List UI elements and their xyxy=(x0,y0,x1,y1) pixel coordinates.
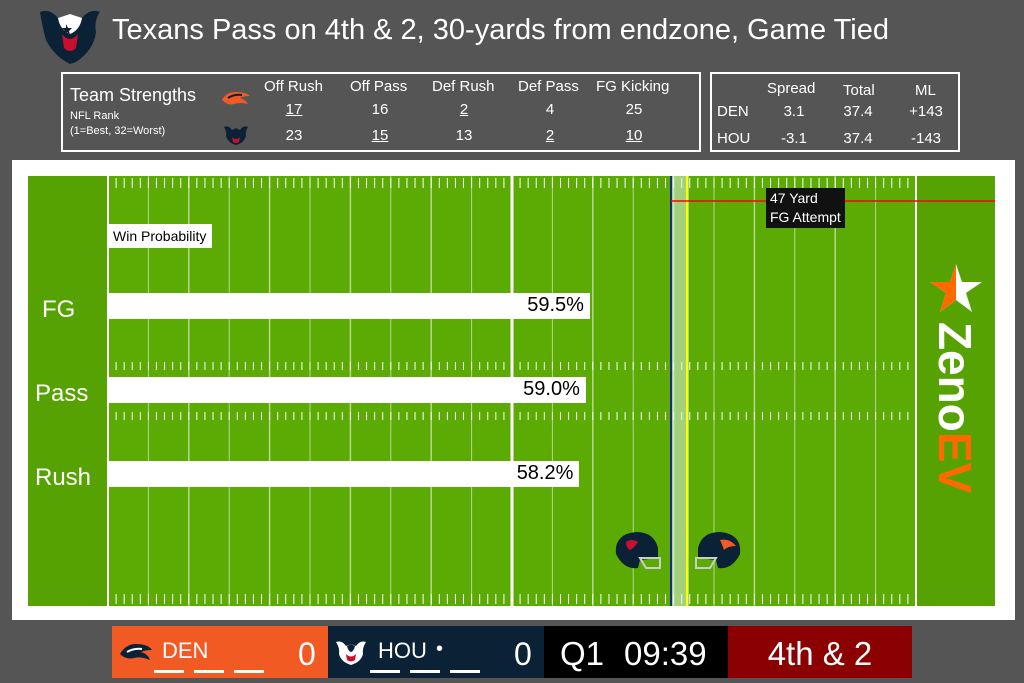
zenoev-brand: ZenoEV xyxy=(928,322,988,528)
den-timeout-1 xyxy=(154,670,184,673)
den-spread: 3.1 xyxy=(783,103,805,120)
col-total: Total xyxy=(843,82,875,99)
team-strengths-panel: Team Strengths NFL Rank (1=Best, 32=Wors… xyxy=(61,72,701,152)
hou-spread: -3.1 xyxy=(781,130,807,147)
scoreboard: DEN 0 HOU • 0 Q1 09:39 4th & 2 xyxy=(112,626,912,678)
den-timeout-3 xyxy=(234,670,264,673)
broncos-logo-icon xyxy=(220,88,252,113)
game-clock-panel: Q1 09:39 xyxy=(544,626,728,678)
odds-team-den: DEN xyxy=(717,103,749,120)
hou-ml: -143 xyxy=(910,130,942,147)
den-ml: +143 xyxy=(909,103,943,120)
col-off-pass: Off Pass xyxy=(350,78,408,95)
col-ml: ML xyxy=(915,82,936,99)
brand-ev-text: EV xyxy=(929,431,981,494)
den-total: 37.4 xyxy=(843,103,873,120)
zenoev-star-icon xyxy=(928,262,984,319)
fg-attempt-note: 47 Yard FG Attempt xyxy=(766,188,845,228)
hou-def-rush: 13 xyxy=(455,127,473,144)
den-off-pass: 16 xyxy=(371,101,389,118)
col-def-pass: Def Pass xyxy=(518,78,579,95)
hou-off-rush: 23 xyxy=(285,127,303,144)
win-probability-label: Win Probability xyxy=(107,224,213,248)
fg-note-line1: 47 Yard xyxy=(770,190,818,206)
brand-zeno-text: Zeno xyxy=(929,322,981,432)
texans-logo-icon xyxy=(36,4,104,71)
texans-small-logo-icon xyxy=(222,124,250,151)
hou-timeout-1 xyxy=(370,670,400,673)
team-strengths-title: Team Strengths xyxy=(70,85,197,105)
hou-score: 0 xyxy=(514,636,532,672)
den-timeout-2 xyxy=(194,670,224,673)
col-off-rush: Off Rush xyxy=(264,78,323,95)
quarter: Q1 xyxy=(560,635,605,672)
nfl-rank-label: NFL Rank xyxy=(70,110,120,122)
odds-team-hou: HOU xyxy=(717,130,751,147)
hou-fg-kicking: 10 xyxy=(625,127,643,144)
fg-note-line2: FG Attempt xyxy=(770,209,841,225)
down-distance-panel: 4th & 2 xyxy=(728,626,912,678)
col-fg-kicking: FG Kicking xyxy=(596,78,670,95)
rank-scale-note: (1=Best, 32=Worst) xyxy=(70,125,166,137)
den-def-rush: 2 xyxy=(459,101,469,118)
possession-indicator: • xyxy=(436,638,444,660)
betting-odds-panel: Spread Total ML DEN 3.1 37.4 +143 HOU -3… xyxy=(710,72,960,152)
den-broncos-icon xyxy=(118,640,154,669)
line-to-gain-zone xyxy=(671,176,689,606)
den-off-rush: 17 xyxy=(285,101,303,118)
den-def-pass: 4 xyxy=(545,101,555,118)
den-team-name: DEN xyxy=(162,638,209,663)
hou-total: 37.4 xyxy=(843,130,873,147)
broncos-helmet-icon xyxy=(694,528,746,579)
down-distance: 4th & 2 xyxy=(767,635,873,672)
den-score: 0 xyxy=(298,636,316,672)
hou-score-panel: HOU • 0 xyxy=(328,626,544,678)
col-def-rush: Def Rush xyxy=(432,78,495,95)
den-score-panel: DEN 0 xyxy=(112,626,328,678)
hou-timeout-3 xyxy=(450,670,480,673)
game-clock: 09:39 xyxy=(624,635,707,672)
page-title: Texans Pass on 4th & 2, 30-yards from en… xyxy=(112,14,889,46)
col-spread: Spread xyxy=(767,80,816,97)
texans-helmet-icon xyxy=(610,528,662,577)
right-endzone xyxy=(916,176,995,606)
hou-timeout-2 xyxy=(410,670,440,673)
hou-off-pass: 15 xyxy=(371,127,389,144)
left-endzone xyxy=(28,176,108,606)
hou-team-name: HOU xyxy=(378,638,427,663)
hou-def-pass: 2 xyxy=(545,127,555,144)
hou-texans-icon xyxy=(334,638,368,671)
den-fg-kicking: 25 xyxy=(625,101,643,118)
